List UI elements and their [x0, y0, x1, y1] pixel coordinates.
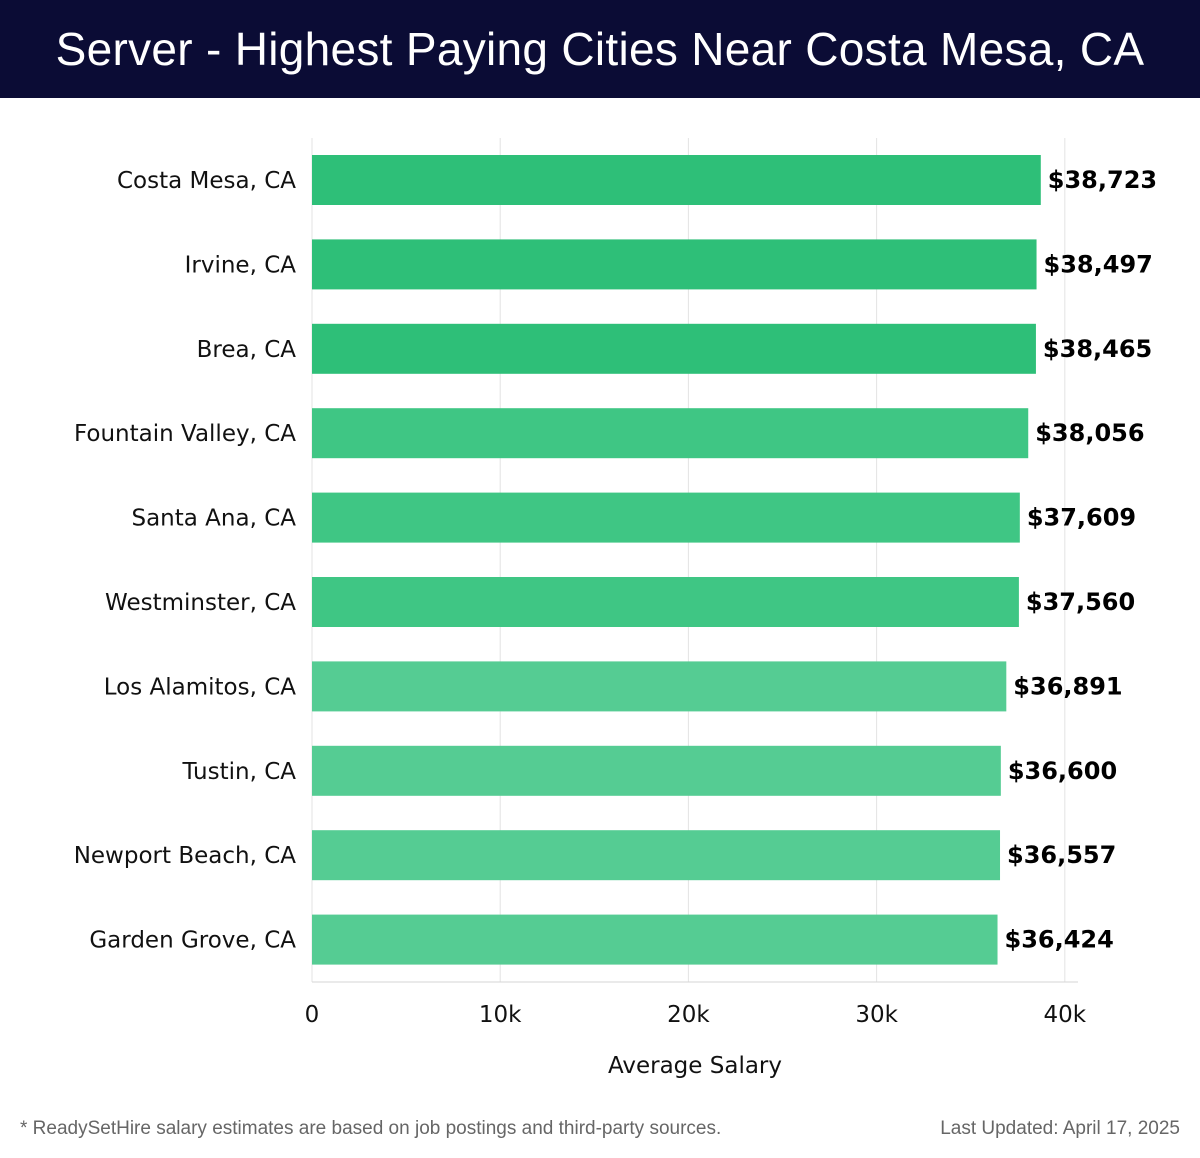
- value-label: $36,600: [1008, 757, 1117, 785]
- category-label: Garden Grove, CA: [89, 928, 296, 954]
- bar: [312, 577, 1019, 627]
- x-tick-label: 30k: [855, 1002, 898, 1028]
- value-label: $37,609: [1027, 504, 1136, 532]
- category-label: Tustin, CA: [181, 759, 296, 785]
- bar: [312, 155, 1041, 205]
- bar: [312, 830, 1001, 881]
- category-label: Irvine, CA: [185, 252, 297, 278]
- category-label: Fountain Valley, CA: [74, 421, 296, 447]
- category-label: Westminster, CA: [105, 590, 296, 616]
- category-label: Santa Ana, CA: [131, 506, 296, 532]
- chart-title: Server - Highest Paying Cities Near Cost…: [55, 23, 1145, 75]
- value-label: $38,723: [1048, 166, 1157, 194]
- last-updated: Last Updated: April 17, 2025: [940, 1118, 1180, 1139]
- value-label: $36,424: [1005, 926, 1114, 954]
- category-label: Brea, CA: [197, 337, 297, 363]
- header-bar: Server - Highest Paying Cities Near Cost…: [0, 0, 1200, 98]
- bar: [312, 323, 1036, 374]
- category-label: Los Alamitos, CA: [104, 674, 297, 700]
- bar: [312, 492, 1020, 543]
- x-tick-label: 40k: [1044, 1002, 1087, 1028]
- bar: [312, 745, 1001, 796]
- footnote: * ReadySetHire salary estimates are base…: [20, 1118, 722, 1139]
- x-tick-label: 10k: [479, 1002, 522, 1028]
- value-label: $38,497: [1044, 250, 1153, 278]
- bar: [312, 914, 998, 965]
- value-label: $36,557: [1007, 841, 1116, 869]
- x-axis-label: Average Salary: [608, 1053, 782, 1079]
- x-tick-label: 0: [305, 1002, 320, 1028]
- category-label: Newport Beach, CA: [74, 843, 297, 869]
- category-label: Costa Mesa, CA: [117, 168, 296, 194]
- bar: [312, 661, 1007, 712]
- bar: [312, 408, 1029, 459]
- value-label: $38,465: [1043, 335, 1152, 363]
- bar-chart: Costa Mesa, CA $38,723 Irvine, CA $38,497 Br…: [74, 138, 1157, 1079]
- x-tick-label: 20k: [667, 1002, 710, 1028]
- value-label: $36,891: [1013, 672, 1122, 700]
- value-label: $37,560: [1026, 588, 1135, 616]
- bar: [312, 239, 1037, 290]
- value-label: $38,056: [1035, 419, 1144, 447]
